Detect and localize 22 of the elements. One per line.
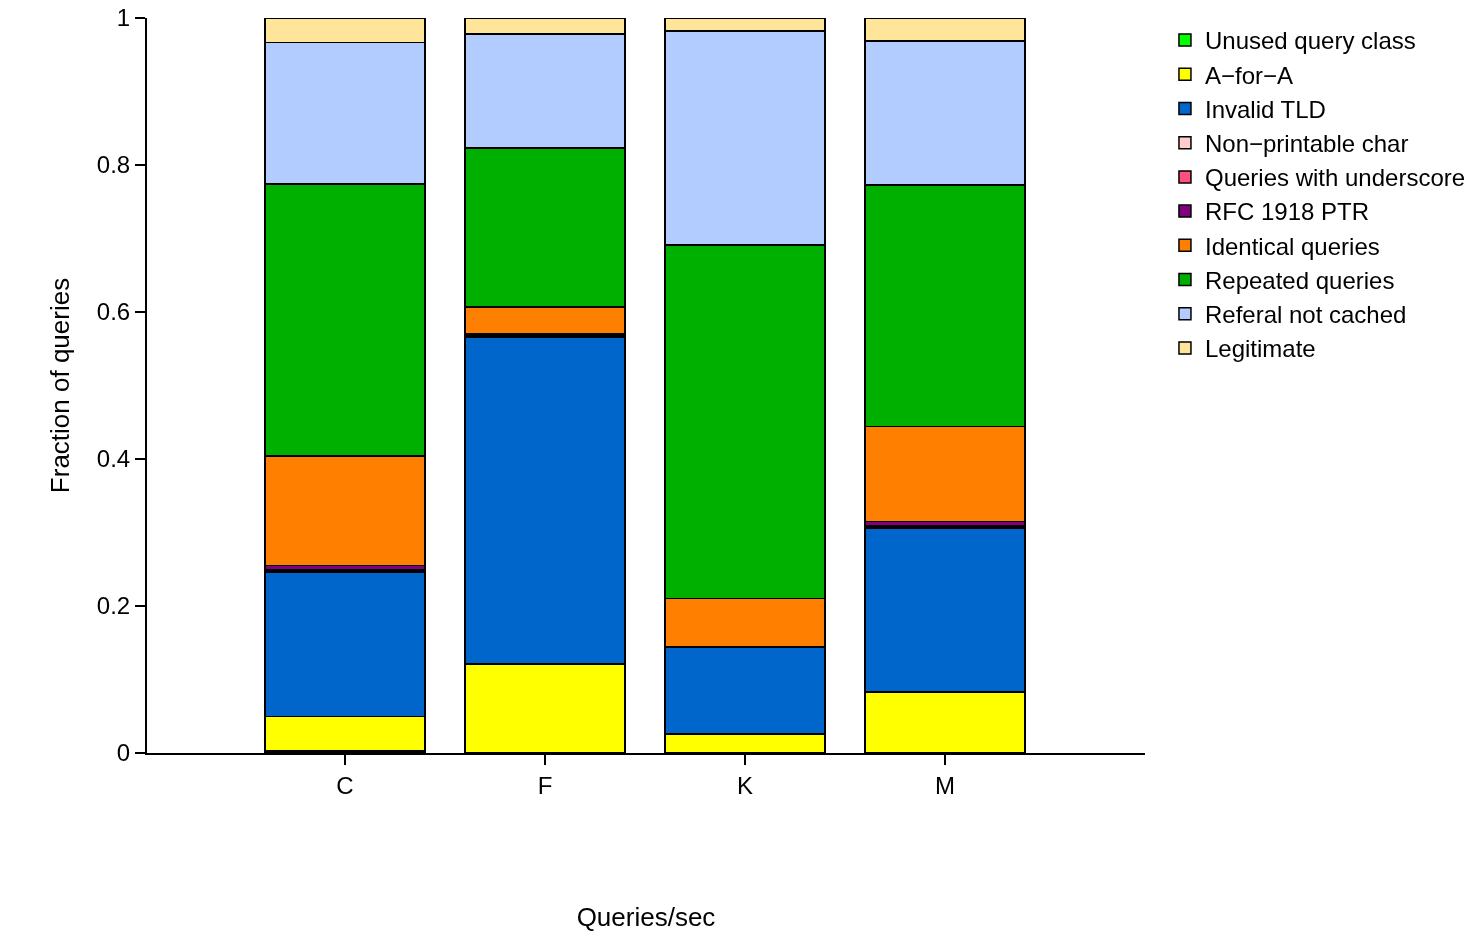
y-tick-label: 0.2 (96, 592, 131, 620)
legend-label: Identical queries (1204, 232, 1380, 260)
y-tick-label: 0.6 (96, 298, 131, 326)
legend-label: A−for−A (1204, 61, 1294, 89)
x-tick-label: F (537, 771, 553, 799)
x-tick-label: K (736, 771, 754, 799)
legend-label: Referal not cached (1204, 301, 1407, 329)
legend-label: Queries with underscore (1204, 164, 1466, 192)
legend-label: RFC 1918 PTR (1204, 198, 1370, 226)
legend-label: Repeated queries (1204, 266, 1395, 294)
x-axis-title: Queries/sec (576, 902, 716, 932)
legend-label: Non−printable char (1204, 130, 1409, 158)
y-tick-label: 0 (116, 739, 131, 767)
legend-label: Unused query class (1204, 27, 1416, 55)
legend-label: Invalid TLD (1204, 95, 1326, 123)
y-tick-label: 0.4 (96, 445, 131, 473)
x-tick-label: M (935, 771, 955, 799)
y-tick-label: 0.8 (96, 151, 131, 179)
y-axis-title: Fraction of queries (44, 277, 75, 494)
y-tick-label: 1 (116, 4, 131, 32)
legend-label: Legitimate (1204, 335, 1316, 363)
x-tick-label: C (336, 771, 354, 799)
